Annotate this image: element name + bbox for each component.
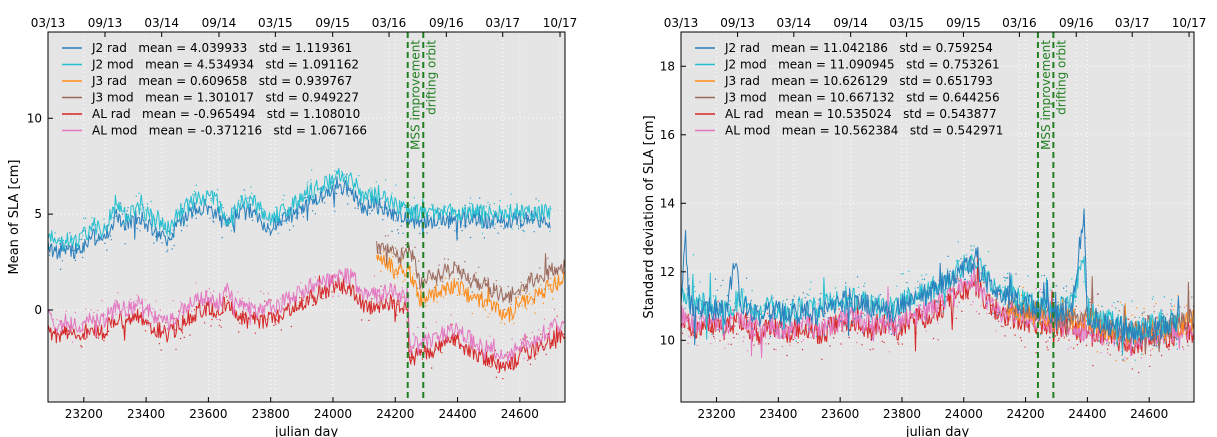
legend-entry: AL mod mean = -0.371216 std = 1.067166 xyxy=(92,124,367,138)
y-tick-label: 5 xyxy=(34,207,42,221)
legend-entry: J3 mod mean = 1.301017 std = 0.949227 xyxy=(91,91,359,105)
x-tick-label: 23800 xyxy=(883,407,921,421)
top-tick-label: 09/14 xyxy=(833,16,868,30)
top-tick-label: 09/16 xyxy=(429,16,464,30)
plot-frame xyxy=(680,31,1195,403)
legend-entry: J2 rad mean = 4.039933 std = 1.119361 xyxy=(91,41,352,55)
x-axis-label: julian day xyxy=(274,425,339,437)
chart-std-sla: MSS improvement drifting orbit 23200 23400 2… xyxy=(642,16,1207,437)
legend-entry: J2 mod mean = 4.534934 std = 1.091162 xyxy=(91,58,359,72)
x-tick-label: 23800 xyxy=(252,407,290,421)
top-tick-label: 10/17 xyxy=(1172,16,1207,30)
y-axis-label: Mean of SLA [cm] xyxy=(7,160,22,275)
event-label: drifting orbit xyxy=(1054,40,1068,115)
series-line-j2-rad xyxy=(681,208,1180,346)
series-group xyxy=(48,167,565,380)
top-tick-label: 09/14 xyxy=(202,16,237,30)
top-tick-label: 03/14 xyxy=(144,16,179,30)
x-tick-label: 24400 xyxy=(1068,407,1106,421)
legend-entry: AL rad mean = -0.965494 std = 1.108010 xyxy=(92,107,360,121)
x-tick-label: 24200 xyxy=(376,407,414,421)
x-tick-label: 23200 xyxy=(697,407,735,421)
series-points-j3-rad xyxy=(380,251,565,325)
x-tick-label: 24600 xyxy=(1130,407,1168,421)
series-points-j2-rad xyxy=(687,224,1177,361)
top-tick-label: 10/17 xyxy=(543,16,578,30)
y-tick-label: 10 xyxy=(660,333,675,347)
x-tick-label: 24200 xyxy=(1006,407,1044,421)
series-line-al-rad xyxy=(48,275,565,373)
x-tick-label: 24600 xyxy=(501,407,539,421)
top-tick-label: 03/14 xyxy=(777,16,812,30)
y-axis-label: Standard deviation of SLA [cm] xyxy=(642,115,657,318)
x-tick-label: 24000 xyxy=(314,407,352,421)
legend-entry: J2 mod mean = 11.090945 std = 0.753261 xyxy=(724,58,1000,72)
y-tick-label: 12 xyxy=(660,265,675,279)
x-tick-label: 23400 xyxy=(127,407,165,421)
x-tick-label: 23600 xyxy=(189,407,227,421)
x-tick-label: 23400 xyxy=(759,407,797,421)
top-tick-label: 03/16 xyxy=(1002,16,1037,30)
top-tick-label: 03/16 xyxy=(372,16,407,30)
top-tick-label: 09/13 xyxy=(88,16,123,30)
y-tick-label: 18 xyxy=(660,59,675,73)
x-axis-label: julian day xyxy=(905,425,970,437)
series-line-al-mod xyxy=(48,267,565,363)
top-tick-label: 09/13 xyxy=(720,16,755,30)
legend: J2 rad mean = 11.042186 std = 0.759254 J2… xyxy=(695,41,1003,138)
series-group xyxy=(681,208,1194,374)
x-tick-label: 24400 xyxy=(438,407,476,421)
legend-entry: AL mod mean = 10.562384 std = 0.542971 xyxy=(725,124,1003,138)
legend-entry: J2 rad mean = 11.042186 std = 0.759254 xyxy=(724,41,993,55)
y-tick-label: 10 xyxy=(27,111,42,125)
event-label: drifting orbit xyxy=(424,40,438,115)
legend-entry: J3 mod mean = 10.667132 std = 0.644256 xyxy=(724,91,1000,105)
legend-entry: J3 rad mean = 0.609658 std = 0.939767 xyxy=(91,74,352,88)
top-tick-label: 09/15 xyxy=(946,16,981,30)
plot-frame xyxy=(47,31,566,403)
x-tick-label: 23200 xyxy=(65,407,103,421)
series-points-j3-mod xyxy=(378,235,562,311)
x-tick-label: 23600 xyxy=(821,407,859,421)
y-tick-label: 14 xyxy=(660,196,675,210)
event-label: MSS improvement xyxy=(409,40,423,150)
top-tick-label: 03/15 xyxy=(889,16,924,30)
series-line-al-mod xyxy=(681,259,1194,359)
legend-entry: AL rad mean = 10.535024 std = 0.543877 xyxy=(725,107,997,121)
series-points-j2-mod xyxy=(48,169,552,249)
y-tick-label: 16 xyxy=(660,128,675,142)
top-tick-label: 03/13 xyxy=(31,16,66,30)
top-tick-label: 03/17 xyxy=(1115,16,1150,30)
y-tick-label: 0 xyxy=(34,303,42,317)
chart-mean-sla: MSS improvement drifting orbit 23200 23400 2… xyxy=(7,16,578,437)
legend: J2 rad mean = 4.039933 std = 1.119361 J2 … xyxy=(62,41,367,138)
series-line-j2-mod xyxy=(48,167,551,251)
top-tick-label: 09/15 xyxy=(315,16,350,30)
top-tick-label: 03/15 xyxy=(258,16,293,30)
legend-entry: J3 rad mean = 10.626129 std = 0.651793 xyxy=(724,74,993,88)
event-label: MSS improvement xyxy=(1039,40,1053,150)
top-tick-label: 09/16 xyxy=(1059,16,1094,30)
top-tick-label: 03/13 xyxy=(664,16,699,30)
top-tick-label: 03/17 xyxy=(485,16,520,30)
x-tick-label: 24000 xyxy=(945,407,983,421)
